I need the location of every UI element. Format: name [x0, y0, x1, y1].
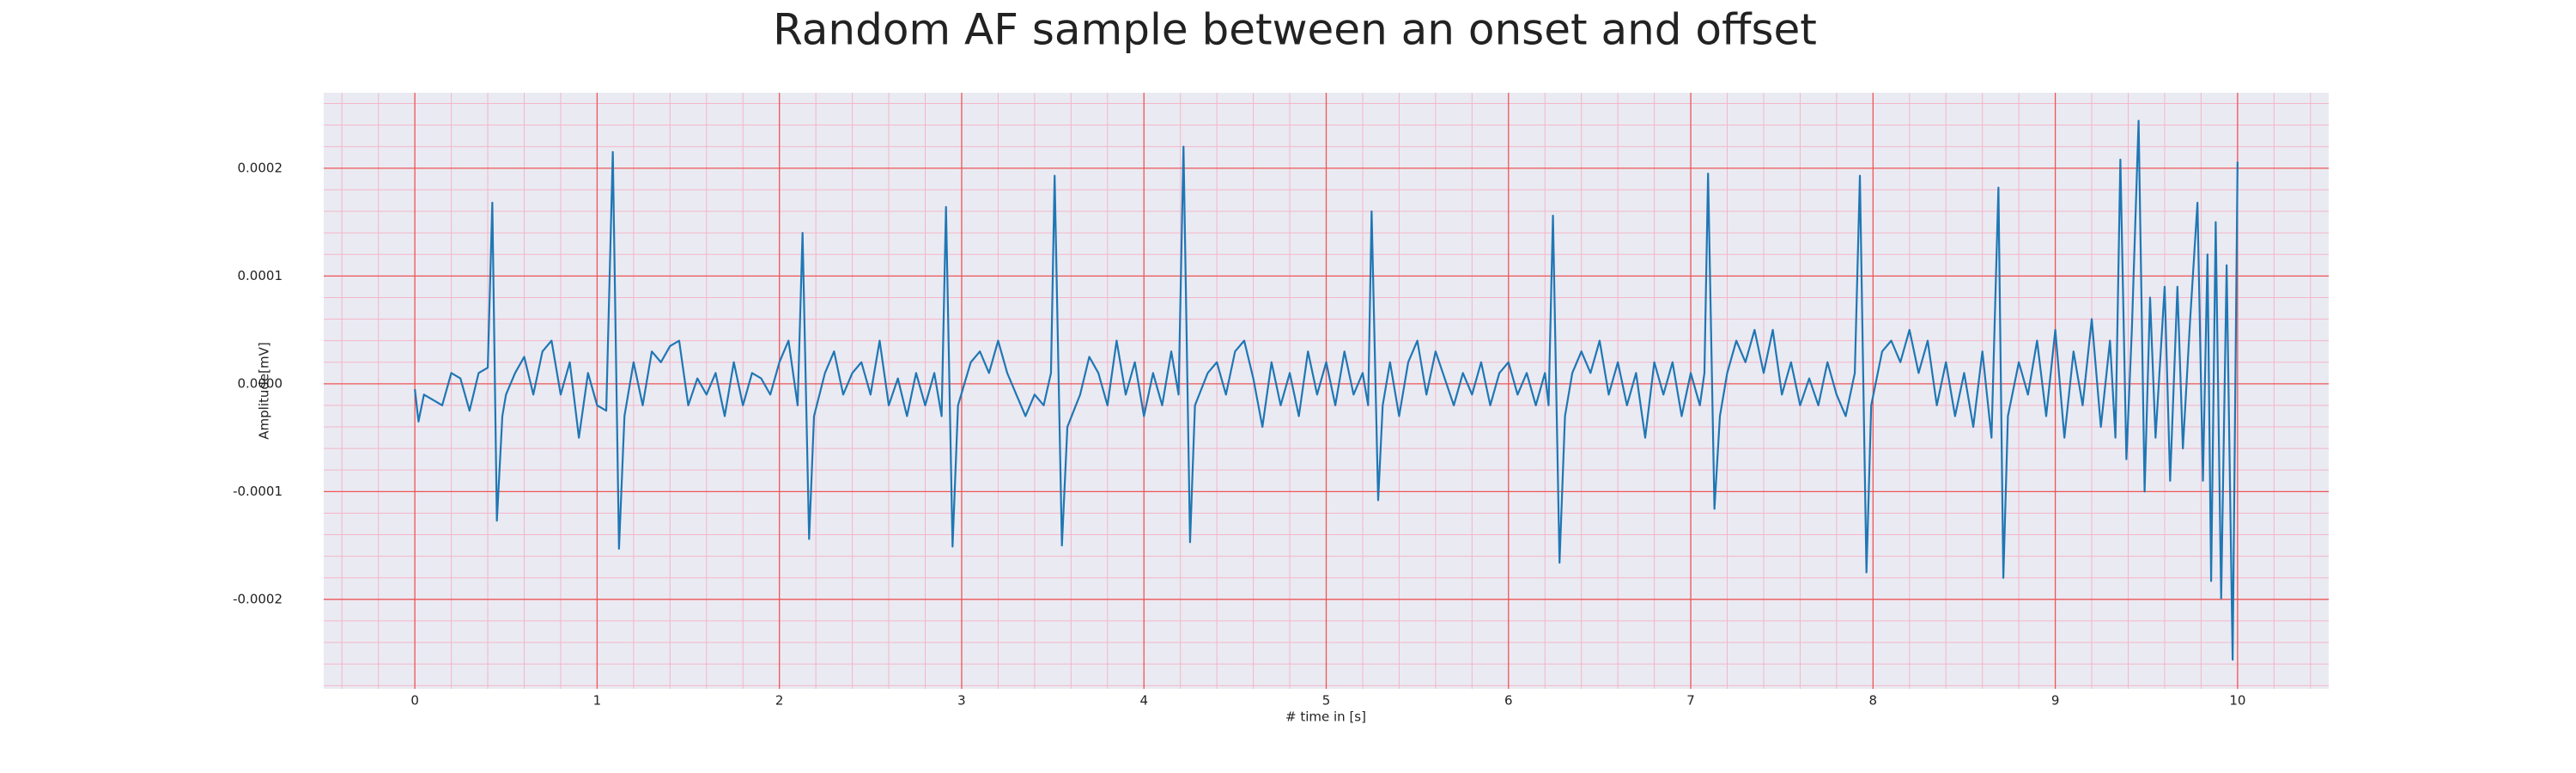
x-tick-label: 10	[2229, 693, 2245, 709]
x-tick-label: 3	[957, 693, 966, 709]
chart-title: Random AF sample between an onset and of…	[773, 5, 1817, 55]
x-tick-label: 6	[1504, 693, 1513, 709]
x-tick-label: 9	[2051, 693, 2060, 709]
x-tick-label: 7	[1686, 693, 1695, 709]
y-tick-label: -0.0002	[233, 591, 283, 606]
x-tick-label: 4	[1139, 693, 1148, 709]
x-tick-label: 2	[775, 693, 784, 709]
x-tick-label: 0	[410, 693, 419, 709]
y-tick-label: -0.0001	[233, 484, 283, 499]
y-tick-label: 0.0002	[238, 160, 283, 175]
x-tick-label: 1	[593, 693, 602, 709]
y-tick-label: 0.0001	[238, 268, 283, 283]
data-line	[414, 119, 2239, 661]
x-tick-label: 8	[1869, 693, 1878, 709]
y-axis-label: Amplitude[mV]	[257, 342, 272, 439]
y-tick-label: 0.0000	[238, 375, 283, 391]
x-tick-label: 5	[1322, 693, 1331, 709]
x-axis-label: # time in [s]	[1285, 709, 1366, 725]
